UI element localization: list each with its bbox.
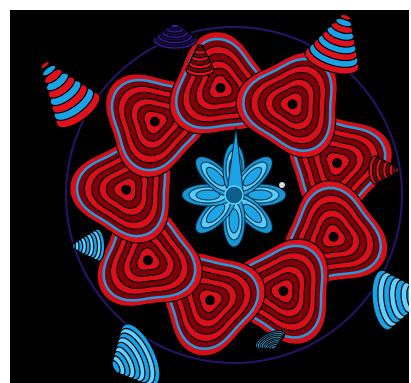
red-swirl-petal	[235, 51, 338, 159]
spiral-spires	[40, 13, 409, 383]
spiral-spire	[185, 44, 215, 77]
spiral-spire	[254, 330, 286, 350]
center-lobe	[205, 203, 226, 224]
center-lobe	[228, 208, 240, 234]
center-lobe	[247, 189, 273, 201]
petal-core	[215, 82, 226, 93]
petal-core	[205, 295, 216, 306]
spiral-spire	[152, 23, 198, 50]
spire-ring	[72, 242, 76, 250]
spiral-spire	[72, 228, 106, 262]
spire-ring	[40, 60, 50, 70]
spiral-spire	[304, 13, 360, 75]
spire-ring	[406, 284, 409, 310]
white-highlight	[279, 182, 285, 188]
spire-ring	[339, 13, 352, 21]
fractal-artwork	[10, 10, 409, 383]
petal-core	[149, 116, 160, 127]
spire-ring	[196, 44, 204, 48]
spire-ring	[395, 166, 399, 174]
fractal-artwork-canvas	[10, 10, 409, 383]
center-lobe	[195, 189, 221, 201]
spiral-spire	[368, 155, 399, 185]
petal-core	[121, 184, 132, 195]
spiral-spire	[371, 269, 409, 331]
petal-core	[278, 286, 289, 297]
spiral-spire	[111, 323, 161, 383]
spire-ring	[170, 23, 181, 29]
blue-center-flower	[181, 126, 287, 248]
red-swirl-petal	[226, 238, 329, 346]
spire-ring	[111, 360, 121, 374]
petal-core	[332, 158, 343, 169]
center-core	[224, 185, 244, 205]
petal-core	[328, 231, 339, 242]
center-lobe	[242, 166, 263, 187]
center-lobe	[205, 166, 226, 187]
spiral-spire	[40, 60, 101, 129]
outer-violet-ring	[65, 26, 403, 364]
center-lobe	[242, 203, 263, 224]
petal-core	[142, 255, 153, 266]
petal-core	[287, 99, 298, 110]
spire-ring	[41, 64, 57, 77]
spire-ring	[270, 344, 278, 350]
red-petal-ring	[69, 31, 393, 357]
